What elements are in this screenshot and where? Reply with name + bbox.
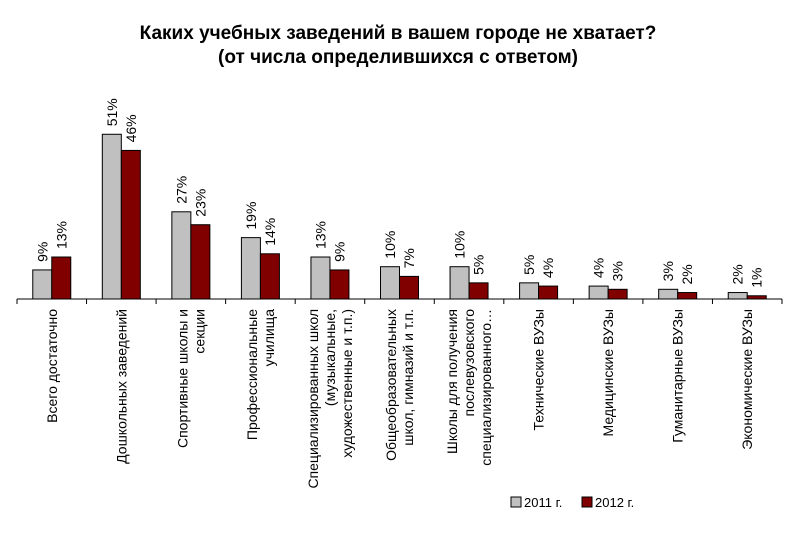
bar-2012-1 [120, 149, 141, 300]
bar-2011-5 [380, 266, 400, 300]
data-label: 4% [540, 258, 556, 278]
data-label: 9% [331, 242, 347, 262]
legend-label: 2011 г. [524, 495, 562, 510]
bar-2012-3 [259, 253, 280, 300]
category-label: Экономические ВУЗы [739, 309, 755, 450]
category-label: Медицинские ВУЗы [600, 309, 616, 436]
data-label: 23% [192, 189, 208, 217]
bar-2011-0 [32, 269, 53, 300]
data-label: 27% [173, 176, 189, 204]
legend-label: 2012 г. [595, 495, 634, 510]
category-label: секции [191, 309, 207, 354]
category-label: Школы для получения [444, 309, 460, 454]
bar-2011-4 [310, 256, 331, 300]
data-label: 3% [610, 261, 626, 281]
bar-2011-2 [171, 211, 192, 300]
category-label: Технические ВУЗы [531, 309, 547, 430]
category-label: училища [261, 309, 277, 367]
bar-2012-9 [677, 292, 698, 300]
bar-2012-6 [468, 282, 489, 300]
category-label: Всего достаточно [44, 309, 60, 423]
category-label: Спортивные школы и [174, 309, 190, 448]
category-label: художественные и т.п.) [339, 309, 355, 458]
bar-2012-7 [538, 285, 559, 300]
data-label: 13% [312, 221, 328, 249]
category-label: Общеобразовательных [383, 309, 399, 461]
category-label: Гуманитарные ВУЗы [670, 309, 686, 443]
data-label: 1% [749, 268, 765, 288]
data-label: 5% [471, 255, 487, 275]
data-label: 4% [591, 258, 607, 278]
bar-2011-9 [658, 288, 679, 300]
category-label: Профессиональные [244, 309, 260, 440]
data-label: 5% [521, 255, 537, 275]
data-label: 9% [34, 242, 50, 262]
bar-2011-10 [727, 292, 748, 300]
bar-2011-1 [101, 133, 122, 300]
bar-2012-10 [746, 295, 767, 300]
bar-2011-7 [519, 282, 540, 300]
bar-2012-8 [607, 288, 628, 300]
category-label: (музыкальные, [322, 309, 338, 406]
data-label: 2% [730, 264, 746, 284]
data-label: 51% [104, 98, 120, 126]
data-label: 2% [679, 264, 695, 284]
category-label: послевузовского [461, 309, 477, 417]
bar-2011-6 [449, 266, 470, 300]
legend-swatch-2012 [581, 496, 593, 508]
bar-2011-3 [240, 237, 261, 300]
data-label: 3% [660, 261, 676, 281]
category-label: Специализированных школ [305, 309, 321, 489]
chart-subtitle: (от числа определившихся с ответом) [218, 47, 578, 68]
legend-swatch-2011 [510, 496, 522, 508]
data-label: 7% [401, 248, 417, 268]
chart-title: Каких учебных заведений в вашем городе н… [139, 23, 657, 44]
data-label: 10% [382, 231, 398, 259]
bar-2012-4 [329, 269, 350, 300]
bar-2012-5 [399, 275, 419, 300]
bar-2012-2 [190, 224, 211, 300]
bar-2011-8 [588, 285, 609, 300]
data-label: 13% [53, 221, 69, 249]
category-label: школ, гимназий и т.п. [400, 309, 416, 446]
data-label: 14% [262, 218, 278, 246]
data-label: 10% [452, 231, 468, 259]
bar-2012-0 [51, 256, 72, 300]
data-label: 46% [123, 114, 139, 142]
data-label: 19% [243, 202, 259, 230]
category-label: специализированного… [478, 309, 494, 466]
category-label: Дошкольных заведений [113, 309, 129, 464]
